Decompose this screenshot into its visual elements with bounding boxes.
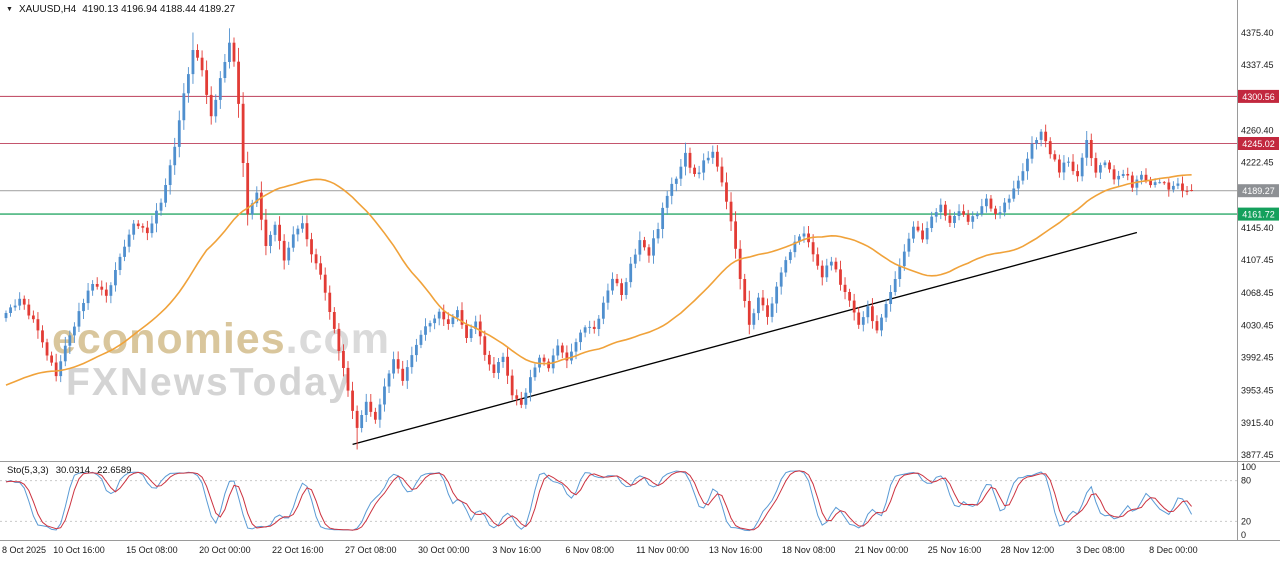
x-axis-label: 3 Nov 16:00 — [492, 545, 541, 555]
watermark-subtitle: FXNewsToday — [66, 361, 352, 404]
sto-axis-label: 20 — [1241, 516, 1251, 526]
y-axis-tick: 3877.45 — [1241, 450, 1274, 460]
ascending-trendline — [352, 231, 1138, 446]
stochastic-layer — [0, 470, 1237, 532]
price-badge — [1238, 137, 1279, 150]
stochastic-label: Sto(5,3,3) 30.0314 22.6589 — [7, 465, 131, 476]
chart-ohlc-header: ▼ XAUUSD,H4 4190.13 4196.94 4188.44 4189… — [6, 4, 235, 15]
dropdown-triangle-icon: ▼ — [6, 5, 13, 13]
y-axis-tick: 4107.45 — [1241, 255, 1274, 265]
price-badge-label: 4161.72 — [1242, 210, 1275, 220]
y-axis-tick: 4145.40 — [1241, 223, 1274, 233]
y-axis-tick: 4375.40 — [1241, 28, 1274, 38]
y-axis-tick: 3915.40 — [1241, 418, 1274, 428]
price-badge-label: 4245.02 — [1242, 139, 1275, 149]
y-axis-tick: 4068.45 — [1241, 288, 1274, 298]
stochastic-name: Sto(5,3,3) — [7, 465, 49, 476]
stochastic-main-value: 30.0314 — [55, 465, 91, 476]
stochastic-main-line — [5, 470, 1193, 532]
stochastic-signal-line — [5, 470, 1192, 531]
x-axis-label: 25 Nov 16:00 — [928, 545, 982, 555]
x-axis-label: 30 Oct 00:00 — [418, 545, 470, 555]
watermark-brand: economies — [52, 315, 286, 363]
y-axis-tick: 4030.45 — [1241, 320, 1274, 330]
x-axis-label: 15 Oct 08:00 — [126, 545, 178, 555]
price-badge-label: 4300.56 — [1242, 92, 1275, 102]
x-axis-label: 8 Oct 2025 — [2, 545, 46, 555]
ohlc-values: 4190.13 4196.94 4188.44 4189.27 — [82, 4, 236, 15]
y-axis-tick: 4260.40 — [1241, 126, 1274, 136]
x-axis-label: 8 Dec 00:00 — [1149, 545, 1198, 555]
sto-axis-label: 80 — [1241, 476, 1251, 486]
watermark-brand-suffix: .com — [285, 315, 391, 363]
x-axis-label: 6 Nov 08:00 — [565, 545, 614, 555]
symbol-period-label: XAUUSD,H4 — [18, 4, 77, 15]
price-badge — [1238, 89, 1279, 103]
y-axis-tick: 3953.45 — [1241, 386, 1274, 396]
price-badge — [1238, 184, 1279, 198]
sto-axis-label: 100 — [1241, 462, 1256, 472]
x-axis-label: 21 Nov 00:00 — [855, 545, 909, 555]
y-axis-tick: 3992.45 — [1241, 353, 1274, 363]
x-axis-label: 20 Oct 00:00 — [199, 545, 251, 555]
watermark-brand-line: economies.com — [52, 318, 390, 361]
y-axis-tick: 4337.45 — [1241, 60, 1274, 70]
moving-average-line — [5, 174, 1192, 386]
y-axis-tick: 4222.45 — [1241, 158, 1274, 168]
sto-axis-label: 0 — [1241, 530, 1246, 540]
stochastic-signal-value: 22.6589 — [97, 465, 132, 476]
price-badge-label: 4189.27 — [1242, 186, 1275, 196]
x-axis-label: 10 Oct 16:00 — [53, 545, 105, 555]
watermark: economies.com FXNewsToday — [52, 318, 390, 404]
x-axis-label: 18 Nov 08:00 — [782, 545, 836, 555]
x-axis-label: 28 Nov 12:00 — [1001, 545, 1055, 555]
x-axis-label: 27 Oct 08:00 — [345, 545, 397, 555]
x-axis-label: 11 Nov 00:00 — [636, 545, 689, 555]
x-axis-label: 13 Nov 16:00 — [709, 545, 763, 555]
x-axis-label: 3 Dec 08:00 — [1076, 545, 1125, 555]
candles-layer — [4, 28, 1193, 450]
x-axis-label: 22 Oct 16:00 — [272, 545, 324, 555]
main-chart-layer[interactable] — [0, 28, 1237, 450]
price-badge — [1238, 207, 1279, 221]
